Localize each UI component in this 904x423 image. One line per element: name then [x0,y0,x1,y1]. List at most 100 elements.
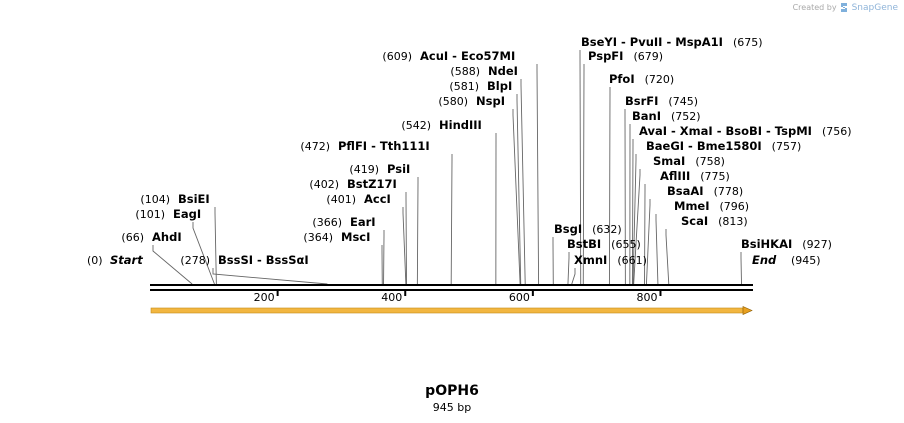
connector-acui [536,64,540,285]
site-position: (675) [733,36,763,49]
feature-bar[interactable] [150,307,744,314]
site-label[interactable]: AccI [364,192,391,206]
site-label[interactable]: BstZ17I [347,177,397,191]
connector-bsiei [214,207,217,285]
site-blpi[interactable]: BlpI (581) [449,79,512,93]
connector-bsssi [212,268,328,285]
site-psii[interactable]: PsiI (419) [349,162,410,176]
site-label[interactable]: BsiEI [178,192,210,206]
site-smai[interactable]: SmaI (758) [653,154,725,168]
site-bsssi[interactable]: BssSI - BssSαI (278) [180,253,308,267]
connector-xmni [571,268,576,285]
site-msci[interactable]: MscI (364) [303,230,370,244]
site-label[interactable]: BlpI [487,79,512,93]
site-label[interactable]: BsaAI [667,184,704,198]
site-pfoi[interactable]: PfoI (720) [609,72,674,86]
site-label[interactable]: HindIII [439,118,482,132]
connector-acci [402,207,407,285]
connector-ahdi [152,245,193,285]
connector-pfoi [608,87,611,285]
connector-psii [416,177,419,285]
connector-baegi [632,154,637,285]
connector-bseyi [579,50,582,285]
site-afliii[interactable]: AflIII (775) [660,169,730,183]
site-scai[interactable]: ScaI (813) [681,214,748,228]
site-position: (366) [312,216,342,229]
site-position: (655) [611,238,641,251]
site-baegi[interactable]: BaeGI - Bme1580I (757) [646,139,801,153]
end-pos: (945) [791,254,821,267]
site-pflfi[interactable]: PflFI - Tth111I (472) [300,139,429,153]
connector-bstz17i [405,192,407,285]
site-position: (661) [617,254,647,267]
snapgene-credit: Created by SnapGene [793,2,898,13]
site-position: (580) [438,95,468,108]
site-bsrfi[interactable]: BsrFI (745) [625,94,698,108]
site-position: (402) [309,178,339,191]
ruler-tick-label: 200 [254,291,275,304]
site-label[interactable]: BaeGI - Bme1580I [646,139,762,153]
feature-arrow[interactable] [150,306,753,315]
ruler-tick-label: 400 [381,291,402,304]
site-avai[interactable]: AvaI - XmaI - BsoBI - TspMI (756) [639,124,852,138]
site-label[interactable]: BsiHKAI [741,237,792,251]
site-label[interactable]: BsgI [554,222,582,236]
feature-arrowhead[interactable] [742,306,753,315]
site-label[interactable]: XmnI [574,253,607,267]
start-label: Start [110,253,143,267]
site-bsiei[interactable]: BsiEI (104) [140,192,209,206]
site-position: (101) [135,208,165,221]
site-label[interactable]: ScaI [681,214,708,228]
site-label[interactable]: PflFI - Tth111I [338,139,430,153]
site-label[interactable]: PfoI [609,72,635,86]
site-acui[interactable]: AcuI - Eco57MI (609) [382,49,515,63]
sequence-length: 945 bp [432,401,472,414]
site-hindiii[interactable]: HindIII (542) [401,118,481,132]
site-position: (679) [633,50,663,63]
site-position: (752) [671,110,701,123]
end-label: End [752,253,777,267]
site-nspi[interactable]: NspI (580) [438,94,505,108]
site-eagi[interactable]: EagI (101) [135,207,201,221]
site-position: (472) [300,140,330,153]
site-label[interactable]: AhdI [152,230,182,244]
site-bsgi[interactable]: BsgI (632) [554,222,622,236]
site-position: (581) [449,80,479,93]
site-bani[interactable]: BanI (752) [632,109,701,123]
site-label[interactable]: MscI [341,230,370,244]
site-label[interactable]: EarI [350,215,376,229]
site-label[interactable]: AcuI - Eco57MI [420,49,515,63]
site-mmei[interactable]: MmeI (796) [674,199,749,213]
site-label[interactable]: NspI [476,94,505,108]
site-acci[interactable]: AccI (401) [326,192,390,206]
site-position: (632) [592,223,622,236]
site-label[interactable]: BstBI [567,237,601,251]
site-position: (66) [121,231,144,244]
connector-bsihkai [740,252,742,285]
site-label[interactable]: SmaI [653,154,685,168]
site-eari[interactable]: EarI (366) [312,215,375,229]
site-xmni[interactable]: XmnI (661) [574,253,647,267]
site-bstbi[interactable]: BstBI (655) [567,237,641,251]
site-bsaai[interactable]: BsaAI (778) [667,184,743,198]
site-bstz17i[interactable]: BstZ17I (402) [309,177,396,191]
site-ndei[interactable]: NdeI (588) [450,64,518,78]
site-label[interactable]: EagI [173,207,201,221]
connector-mmei [655,214,659,285]
site-label[interactable]: AvaI - XmaI - BsoBI - TspMI [639,124,812,138]
site-label[interactable]: MmeI [674,199,710,213]
site-label[interactable]: BssSI - BssSαI [218,253,309,267]
site-label[interactable]: BsrFI [625,94,658,108]
site-label[interactable]: BseYI - PvuII - MspA1I [581,35,723,49]
snapgene-logo-icon [840,3,847,12]
site-label[interactable]: AflIII [660,169,690,183]
site-label[interactable]: BanI [632,109,661,123]
site-pspfi[interactable]: PspFI (679) [588,49,663,63]
site-ahdi[interactable]: AhdI (66) [121,230,181,244]
site-bseyi[interactable]: BseYI - PvuII - MspA1I (675) [581,35,763,49]
site-label[interactable]: PsiI [387,162,410,176]
site-bsihkai[interactable]: BsiHKAI (927) [741,237,832,251]
site-label[interactable]: NdeI [488,64,518,78]
site-label[interactable]: PspFI [588,49,623,63]
credit-brand: SnapGene [851,2,898,13]
